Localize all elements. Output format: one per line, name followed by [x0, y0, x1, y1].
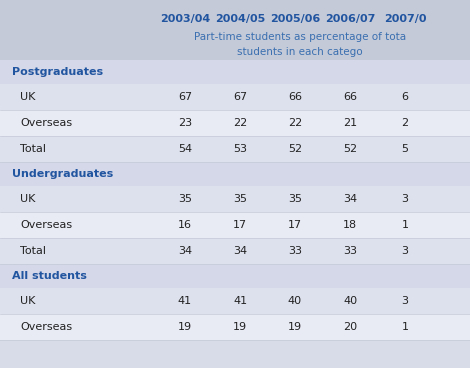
Text: 2006/07: 2006/07 — [325, 14, 375, 24]
Text: 67: 67 — [233, 92, 247, 102]
Text: 17: 17 — [233, 220, 247, 230]
Bar — [0, 162, 470, 186]
Text: 22: 22 — [233, 118, 247, 128]
Text: 52: 52 — [343, 144, 357, 154]
Text: 2007/0: 2007/0 — [384, 14, 426, 24]
Bar — [0, 110, 470, 136]
Text: 20: 20 — [343, 322, 357, 332]
Text: students in each catego: students in each catego — [237, 47, 363, 57]
Text: Overseas: Overseas — [20, 322, 72, 332]
Text: Total: Total — [20, 246, 46, 256]
Text: Postgraduates: Postgraduates — [12, 67, 103, 77]
Text: Undergraduates: Undergraduates — [12, 169, 113, 179]
Text: 2: 2 — [401, 118, 408, 128]
Text: 2005/06: 2005/06 — [270, 14, 320, 24]
Bar — [0, 264, 470, 288]
Bar — [0, 0, 470, 60]
Bar — [0, 186, 470, 212]
Text: 52: 52 — [288, 144, 302, 154]
Text: 53: 53 — [233, 144, 247, 154]
Text: Overseas: Overseas — [20, 220, 72, 230]
Text: UK: UK — [20, 92, 35, 102]
Text: Overseas: Overseas — [20, 118, 72, 128]
Text: 67: 67 — [178, 92, 192, 102]
Text: 6: 6 — [401, 92, 408, 102]
Text: 17: 17 — [288, 220, 302, 230]
Text: 34: 34 — [233, 246, 247, 256]
Text: 66: 66 — [288, 92, 302, 102]
Text: 35: 35 — [178, 194, 192, 204]
Text: 41: 41 — [233, 296, 247, 306]
Text: UK: UK — [20, 296, 35, 306]
Text: 19: 19 — [288, 322, 302, 332]
Text: 19: 19 — [178, 322, 192, 332]
Bar — [0, 238, 470, 264]
Bar — [0, 60, 470, 84]
Text: 40: 40 — [343, 296, 357, 306]
Text: 23: 23 — [178, 118, 192, 128]
Text: 2003/04: 2003/04 — [160, 14, 210, 24]
Text: 66: 66 — [343, 92, 357, 102]
Text: 2004/05: 2004/05 — [215, 14, 265, 24]
Text: 21: 21 — [343, 118, 357, 128]
Text: 22: 22 — [288, 118, 302, 128]
Text: 3: 3 — [401, 246, 408, 256]
Bar — [0, 212, 470, 238]
Text: Part-time students as percentage of tota: Part-time students as percentage of tota — [194, 32, 406, 42]
Text: 19: 19 — [233, 322, 247, 332]
Text: 5: 5 — [401, 144, 408, 154]
Text: 34: 34 — [178, 246, 192, 256]
Text: 3: 3 — [401, 194, 408, 204]
Text: UK: UK — [20, 194, 35, 204]
Bar — [0, 288, 470, 314]
Text: 33: 33 — [288, 246, 302, 256]
Text: 35: 35 — [288, 194, 302, 204]
Text: 1: 1 — [401, 322, 408, 332]
Text: 18: 18 — [343, 220, 357, 230]
Bar — [0, 314, 470, 340]
Text: 16: 16 — [178, 220, 192, 230]
Text: 3: 3 — [401, 296, 408, 306]
Bar — [0, 136, 470, 162]
Bar — [0, 340, 470, 368]
Text: 33: 33 — [343, 246, 357, 256]
Text: 1: 1 — [401, 220, 408, 230]
Text: 41: 41 — [178, 296, 192, 306]
Text: 34: 34 — [343, 194, 357, 204]
Text: 40: 40 — [288, 296, 302, 306]
Bar — [0, 84, 470, 110]
Text: Total: Total — [20, 144, 46, 154]
Text: 54: 54 — [178, 144, 192, 154]
Text: 35: 35 — [233, 194, 247, 204]
Text: All students: All students — [12, 271, 87, 281]
